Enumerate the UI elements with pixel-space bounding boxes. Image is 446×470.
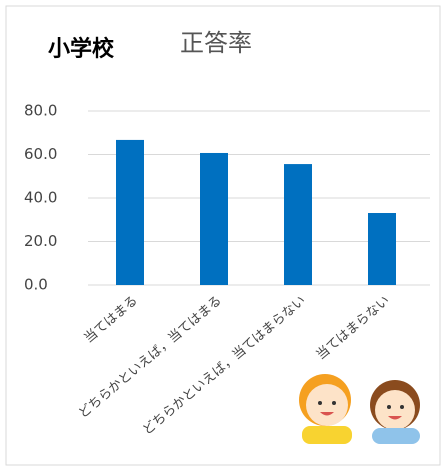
chart-title: 正答率 [180,29,252,57]
bar [200,153,228,285]
y-tick-label: 60.0 [24,145,57,163]
bar [284,164,312,285]
y-tick-label: 80.0 [24,102,57,120]
y-tick-label: 0.0 [24,276,48,294]
chart-label: 小学校 [48,36,115,62]
bar [368,213,396,285]
y-tick-label: 20.0 [24,232,57,250]
bar [116,140,144,285]
chart: 小学校 正答率 0.020.040.060.080.0当てはまるどちらかといえば… [0,0,446,470]
y-tick-label: 40.0 [24,189,57,207]
